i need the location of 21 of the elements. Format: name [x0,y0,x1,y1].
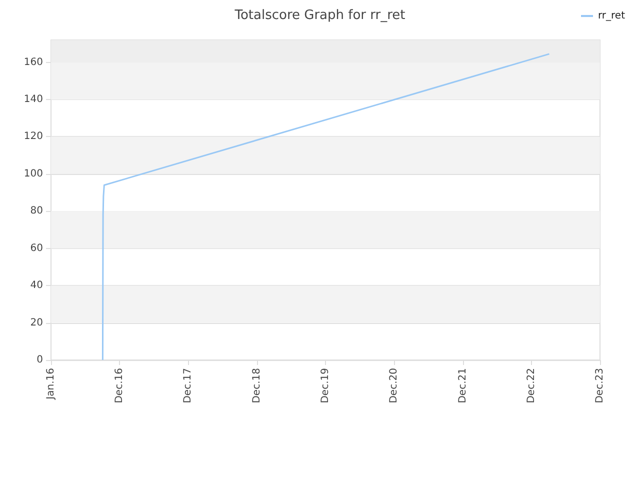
x-tick-label: Dec.23 [594,368,606,404]
y-tick-label: 40 [30,280,43,292]
y-tick-label: 140 [24,94,43,106]
x-tick-label: Dec.21 [457,368,468,404]
y-tick-label: 80 [30,206,43,217]
y-tick-label: 0 [36,354,43,366]
x-tick-label: Dec.22 [526,368,537,404]
x-tick-label: Dec.18 [251,368,262,404]
y-tick-label: 120 [24,131,43,142]
x-tick-label: Dec.19 [320,368,331,404]
x-tick-label: Jan.16 [46,368,56,400]
x-tick-label: Dec.16 [114,368,126,404]
chart-title: Totalscore Graph for rr_ret [234,8,406,23]
y-tick-label: 100 [24,168,43,180]
y-tick-label: 20 [30,317,43,328]
x-tick-label: Dec.20 [388,368,400,404]
x-tick-label: Dec.17 [182,368,194,404]
y-tick-label: 160 [24,56,43,68]
y-tick-label: 60 [30,242,43,254]
legend-label: rr_ret [598,10,626,22]
line-series [102,53,550,361]
